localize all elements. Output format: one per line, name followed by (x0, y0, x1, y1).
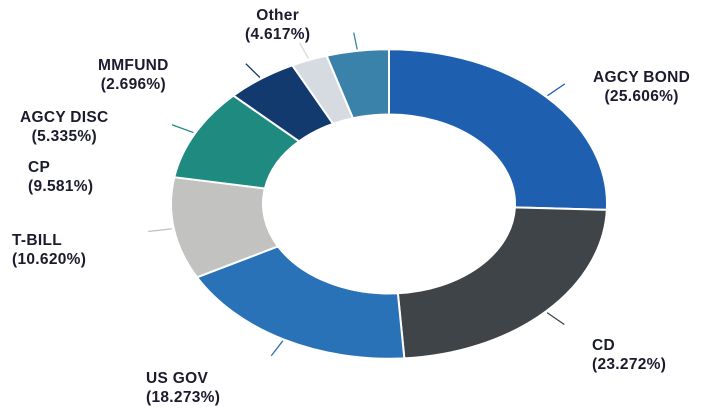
label-cd-name: CD (592, 337, 615, 354)
label-mmfund-value: (2.696%) (100, 76, 166, 93)
label-cd-value: (23.272%) (592, 356, 667, 373)
leader-cd (546, 312, 565, 326)
label-cd: CD (23.272%) (592, 336, 666, 374)
leader-agcy-bond (547, 83, 566, 97)
label-agcy-bond: AGCY BOND (25.606%) (593, 68, 690, 106)
slice-agcy-bond (388, 48, 608, 211)
leader-us-gov (270, 340, 284, 357)
leader-lines (148, 32, 566, 357)
label-mmfund: MMFUND (2.696%) (98, 56, 169, 94)
leader-t-bill (148, 228, 172, 233)
label-agcy-disc: AGCY DISC (5.335%) (20, 108, 109, 146)
label-agcy-disc-value: (5.335%) (31, 128, 97, 145)
slice-us-gov (195, 245, 406, 360)
label-mmfund-name: MMFUND (98, 57, 169, 74)
donut-slices (170, 48, 608, 360)
label-t-bill: T-BILL (10.620%) (12, 231, 86, 269)
label-t-bill-name: T-BILL (12, 232, 63, 249)
label-t-bill-value: (10.620%) (12, 251, 87, 268)
label-us-gov-value: (18.273%) (146, 389, 221, 406)
label-us-gov: US GOV (18.273%) (146, 369, 220, 407)
leader-mmfund (299, 42, 310, 59)
label-agcy-bond-name: AGCY BOND (593, 69, 691, 86)
leader-cp (171, 124, 194, 134)
label-other-name: Other (256, 7, 300, 24)
slice-other (325, 48, 390, 120)
leader-agcy-disc (245, 63, 261, 78)
label-cp: CP (9.581%) (28, 158, 93, 196)
label-cp-value: (9.581%) (28, 178, 94, 195)
label-us-gov-name: US GOV (146, 370, 209, 387)
slice-cd (396, 206, 608, 360)
label-cp-name: CP (28, 159, 51, 176)
label-agcy-disc-name: AGCY DISC (20, 109, 109, 126)
label-other-value: (4.617%) (245, 26, 311, 43)
leader-other (353, 32, 358, 50)
label-other: Other (4.617%) (245, 6, 310, 44)
label-agcy-bond-value: (25.606%) (604, 88, 679, 105)
